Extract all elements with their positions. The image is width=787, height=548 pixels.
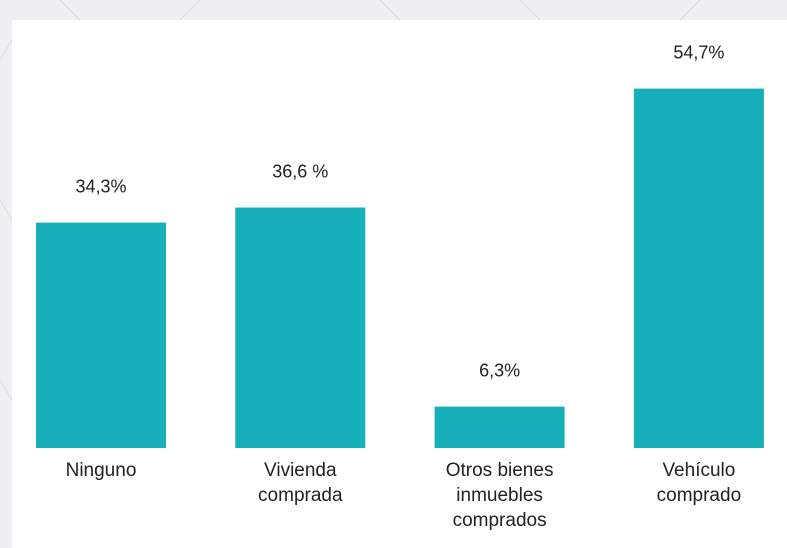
value-label: 34,3%	[75, 177, 126, 197]
value-label: 54,7%	[673, 43, 724, 63]
bar	[36, 222, 166, 448]
x-tick-label: Vehículo comprado	[656, 460, 742, 506]
x-tick-label: Ninguno	[65, 460, 137, 481]
bar	[434, 406, 565, 448]
x-tick-label: Vivienda comprada	[258, 460, 343, 506]
value-label: 36,6 %	[272, 162, 328, 182]
x-tick-label: Otros bienes inmuebles comprados	[445, 460, 554, 531]
bar	[633, 88, 764, 448]
bar	[235, 207, 366, 448]
value-label: 6,3%	[479, 361, 520, 381]
background-pattern	[0, 0, 701, 401]
